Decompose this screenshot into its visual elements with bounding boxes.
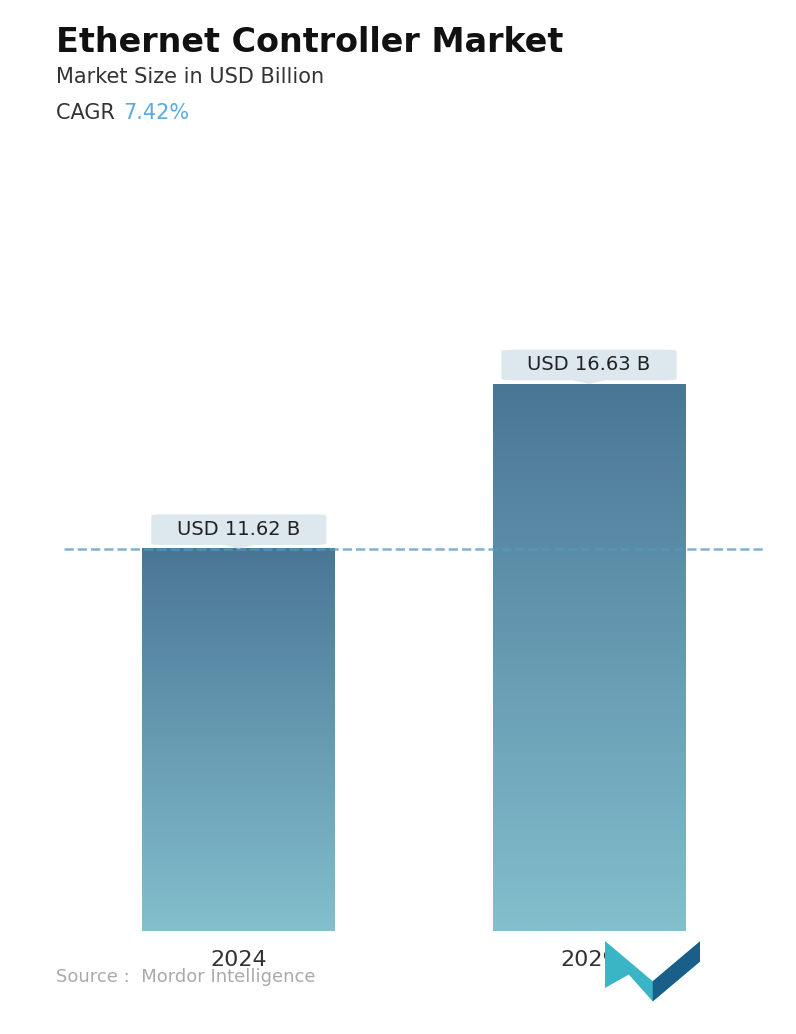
- Text: CAGR: CAGR: [56, 103, 128, 123]
- Polygon shape: [568, 378, 610, 384]
- Text: 7.42%: 7.42%: [123, 103, 189, 123]
- Polygon shape: [653, 941, 700, 1001]
- Text: Ethernet Controller Market: Ethernet Controller Market: [56, 26, 563, 59]
- FancyBboxPatch shape: [501, 349, 677, 381]
- Polygon shape: [605, 941, 700, 1008]
- FancyBboxPatch shape: [151, 514, 326, 545]
- Text: USD 11.62 B: USD 11.62 B: [178, 520, 300, 539]
- Polygon shape: [218, 543, 259, 548]
- Text: Market Size in USD Billion: Market Size in USD Billion: [56, 67, 324, 87]
- Text: USD 16.63 B: USD 16.63 B: [528, 356, 650, 374]
- Text: Source :  Mordor Intelligence: Source : Mordor Intelligence: [56, 968, 315, 986]
